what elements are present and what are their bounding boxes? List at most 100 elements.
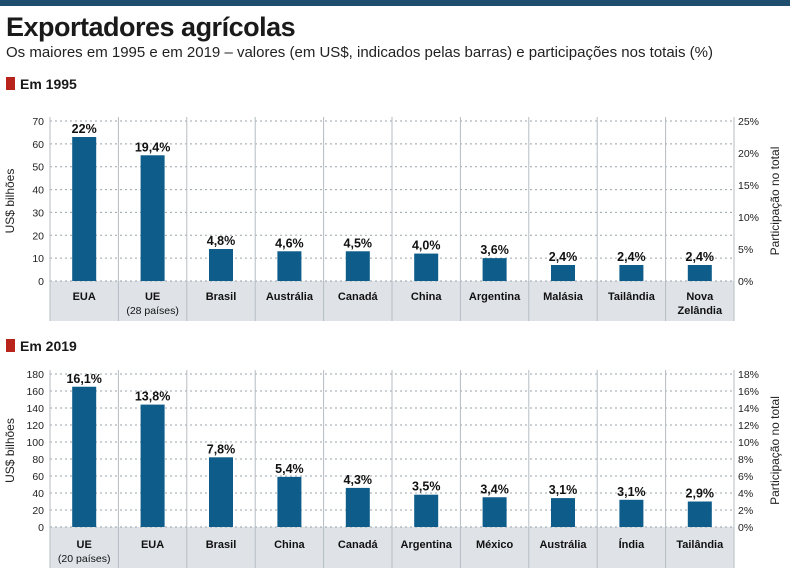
share-label: 7,8% bbox=[207, 442, 236, 456]
y-tick-label: 40 bbox=[32, 488, 44, 500]
category-label: Zelândia bbox=[677, 305, 723, 317]
category-label: Índia bbox=[619, 538, 646, 551]
y-tick-label: 0 bbox=[38, 522, 44, 534]
share-label: 2,4% bbox=[549, 250, 578, 264]
bar bbox=[414, 253, 439, 281]
y2-tick-label: 25% bbox=[738, 116, 759, 128]
share-label: 4,3% bbox=[344, 473, 373, 487]
bar bbox=[277, 476, 302, 527]
y2-tick-label: 18% bbox=[738, 369, 759, 381]
section-1995-title: Em 1995 bbox=[20, 76, 77, 92]
bar bbox=[72, 137, 97, 281]
bar bbox=[345, 251, 370, 281]
y2-tick-label: 12% bbox=[738, 420, 759, 432]
share-label: 2,4% bbox=[617, 250, 646, 264]
y-tick-label: 50 bbox=[32, 162, 44, 174]
bar bbox=[482, 497, 507, 527]
category-label: China bbox=[411, 291, 442, 303]
bar bbox=[140, 155, 165, 281]
y-tick-label: 20 bbox=[32, 505, 44, 517]
chart-subtitle: Os maiores em 1995 e em 2019 – valores (… bbox=[6, 44, 713, 61]
y-tick-label: 20 bbox=[32, 230, 44, 242]
section-2019-heading: Em 2019 bbox=[6, 338, 77, 354]
y2-axis-title: Participação no total bbox=[768, 147, 782, 256]
y-tick-label: 180 bbox=[26, 369, 44, 381]
y-tick-label: 100 bbox=[26, 437, 44, 449]
category-label: Tailândia bbox=[608, 291, 656, 303]
category-label: Argentina bbox=[469, 291, 521, 303]
category-label: (28 países) bbox=[126, 305, 179, 317]
share-label: 4,6% bbox=[275, 236, 304, 250]
y2-tick-label: 0% bbox=[738, 276, 753, 288]
share-label: 3,1% bbox=[617, 485, 646, 499]
y2-tick-label: 14% bbox=[738, 403, 759, 415]
category-label: Canadá bbox=[338, 291, 379, 303]
section-marker bbox=[6, 339, 15, 352]
bar bbox=[551, 498, 575, 527]
y2-tick-label: 10% bbox=[738, 437, 759, 449]
y-tick-label: 0 bbox=[38, 276, 44, 288]
category-label: Argentina bbox=[401, 539, 453, 551]
y2-tick-label: 20% bbox=[738, 148, 759, 160]
y-tick-label: 80 bbox=[32, 454, 44, 466]
bar bbox=[140, 404, 165, 527]
category-label: Brasil bbox=[206, 539, 237, 551]
category-label: Tailândia bbox=[676, 539, 724, 551]
bar bbox=[687, 501, 712, 527]
bar bbox=[414, 494, 439, 527]
y2-tick-label: 4% bbox=[738, 488, 753, 500]
y-tick-label: 120 bbox=[26, 420, 44, 432]
share-label: 3,1% bbox=[549, 483, 578, 497]
bar bbox=[277, 251, 302, 281]
bar bbox=[209, 457, 233, 527]
y-tick-label: 60 bbox=[32, 471, 44, 483]
chart-title: Exportadores agrícolas bbox=[6, 12, 296, 42]
share-label: 13,8% bbox=[135, 390, 170, 404]
share-label: 2,4% bbox=[686, 250, 715, 264]
share-label: 16,1% bbox=[66, 372, 101, 386]
share-label: 19,4% bbox=[135, 140, 170, 154]
share-label: 4,0% bbox=[412, 239, 441, 253]
category-label: (20 países) bbox=[58, 553, 111, 565]
bar bbox=[345, 487, 370, 527]
share-label: 4,5% bbox=[344, 236, 373, 250]
y-tick-label: 70 bbox=[32, 116, 44, 128]
category-label: Austrália bbox=[539, 539, 587, 551]
y-tick-label: 10 bbox=[32, 253, 44, 265]
share-label: 2,9% bbox=[686, 487, 715, 501]
category-label: Nova bbox=[686, 291, 714, 303]
y2-tick-label: 10% bbox=[738, 212, 759, 224]
bar bbox=[687, 265, 712, 281]
bar bbox=[209, 249, 233, 281]
section-marker bbox=[6, 77, 15, 90]
y2-tick-label: 8% bbox=[738, 454, 753, 466]
share-label: 3,4% bbox=[480, 482, 509, 496]
category-label: UE bbox=[145, 291, 160, 303]
bar bbox=[482, 258, 507, 281]
bar bbox=[619, 265, 644, 281]
category-label: Brasil bbox=[206, 291, 237, 303]
bar bbox=[72, 386, 97, 527]
y-tick-label: 30 bbox=[32, 207, 44, 219]
share-label: 5,4% bbox=[275, 462, 304, 476]
y2-tick-label: 15% bbox=[738, 180, 759, 192]
section-1995-heading: Em 1995 bbox=[6, 76, 77, 92]
share-label: 4,8% bbox=[207, 234, 236, 248]
y-tick-label: 160 bbox=[26, 386, 44, 398]
category-label: Austrália bbox=[266, 291, 314, 303]
share-label: 22% bbox=[72, 122, 97, 136]
category-label: UE bbox=[77, 539, 92, 551]
bar bbox=[619, 499, 644, 527]
y-axis-title: US$ bilhões bbox=[3, 418, 17, 483]
y-tick-label: 60 bbox=[32, 139, 44, 151]
category-label: EUA bbox=[73, 291, 96, 303]
y-tick-label: 140 bbox=[26, 403, 44, 415]
y-axis-title: US$ bilhões bbox=[3, 169, 17, 234]
section-2019-title: Em 2019 bbox=[20, 338, 77, 354]
share-label: 3,6% bbox=[480, 243, 509, 257]
y-tick-label: 40 bbox=[32, 185, 44, 197]
category-label: Malásia bbox=[543, 291, 584, 303]
y2-tick-label: 2% bbox=[738, 505, 753, 517]
y2-axis-title: Participação no total bbox=[768, 396, 782, 505]
